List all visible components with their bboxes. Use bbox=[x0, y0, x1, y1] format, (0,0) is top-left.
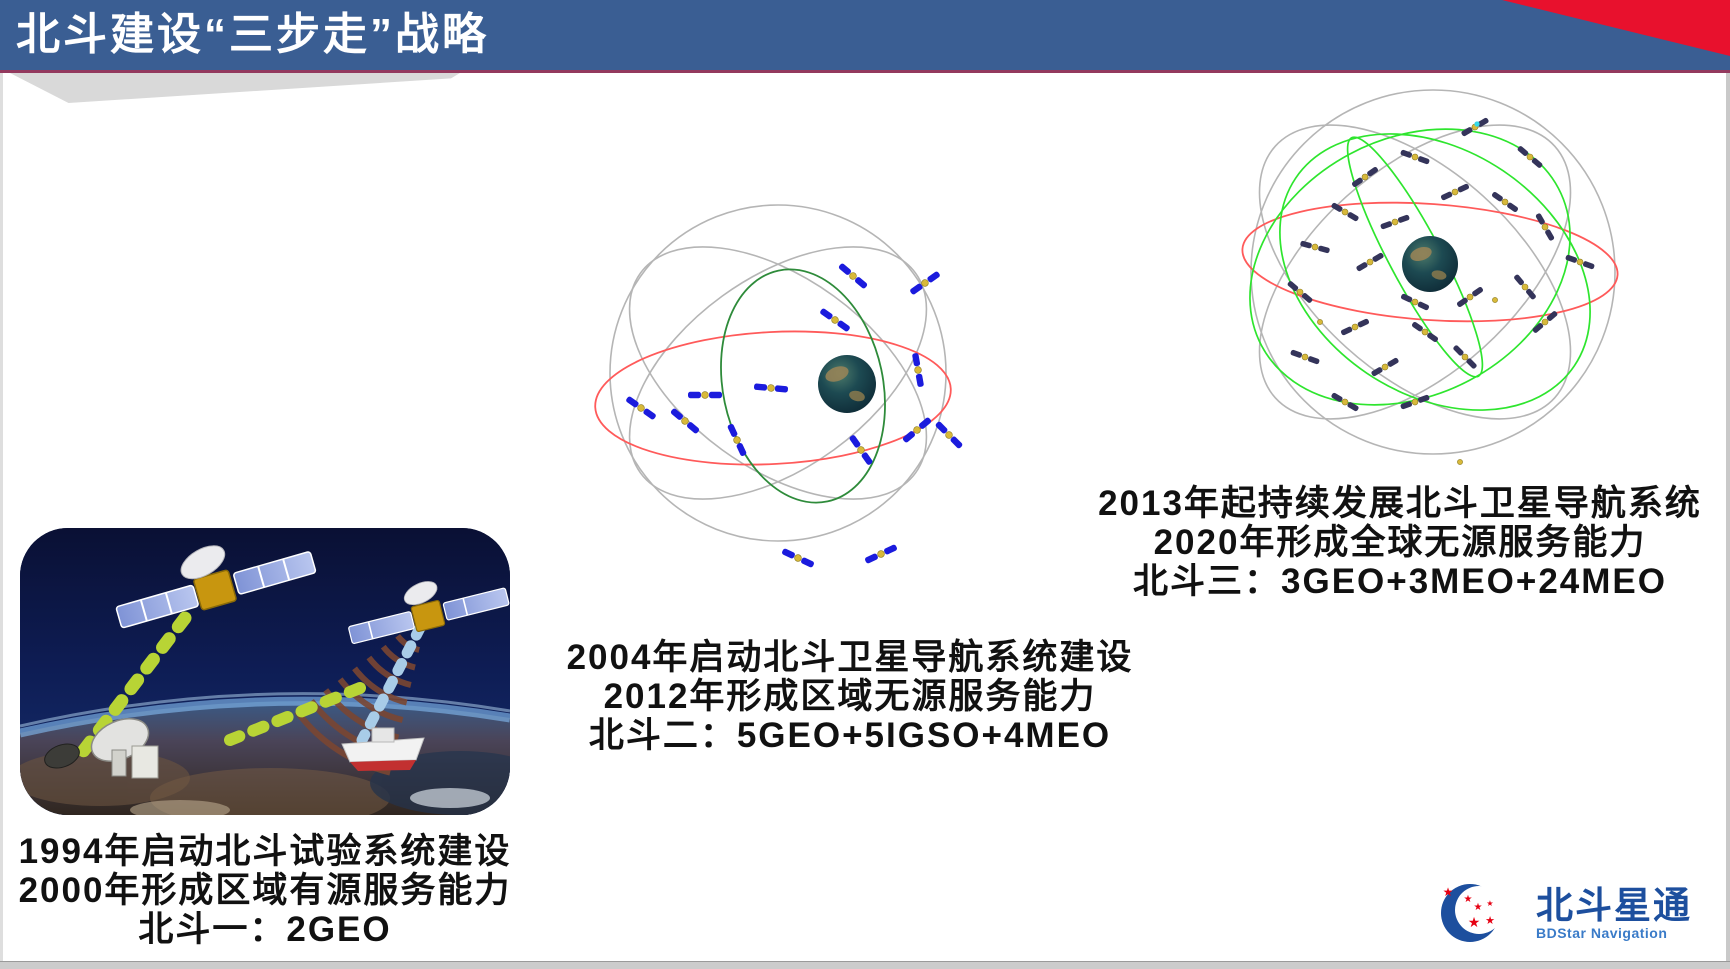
beidou2-satellites bbox=[624, 262, 964, 569]
svg-text:★: ★ bbox=[1443, 885, 1454, 899]
caption-line: 2020年形成全球无源服务能力 bbox=[1153, 523, 1647, 562]
satellite-illustration bbox=[348, 581, 510, 644]
caption-line: 北斗二：5GEO+5IGSO+4MEO bbox=[588, 716, 1112, 755]
satellite-illustration bbox=[115, 545, 317, 629]
header-shadow-shape bbox=[10, 73, 460, 103]
logo-subtitle: BDStar Navigation bbox=[1536, 925, 1668, 941]
beidou1-photo bbox=[20, 528, 510, 815]
earth-continents bbox=[825, 366, 865, 402]
ship bbox=[341, 727, 425, 771]
page-title: 北斗建设“三步走”战略 bbox=[16, 10, 489, 59]
caption-line: 2013年起持续发展北斗卫星导航系统 bbox=[1098, 484, 1702, 523]
slide-edge-right bbox=[1726, 73, 1730, 969]
slide-edge-left bbox=[0, 73, 3, 969]
step1-caption: 1994年启动北斗试验系统建设 2000年形成区域有源服务能力 北斗一：2GEO bbox=[15, 832, 515, 949]
caption-line: 2004年启动北斗卫星导航系统建设 bbox=[566, 638, 1134, 677]
logo-brand-name: 北斗星通 bbox=[1536, 885, 1692, 926]
ground-station bbox=[44, 718, 159, 779]
step2-caption: 2004年启动北斗卫星导航系统建设 2012年形成区域无源服务能力 北斗二：5G… bbox=[555, 638, 1145, 755]
svg-text:★: ★ bbox=[1486, 899, 1493, 908]
beidou3-satellites bbox=[1286, 116, 1596, 465]
svg-text:★: ★ bbox=[1474, 902, 1483, 913]
caption-line: 2012年形成区域无源服务能力 bbox=[603, 677, 1097, 716]
beidou3-orbits bbox=[1241, 89, 1619, 455]
bdstar-logo-icon: ★ ★ ★ ★ ★ ★ bbox=[1441, 884, 1503, 942]
svg-text:★: ★ bbox=[1485, 914, 1495, 927]
bdstar-logo: ★ ★ ★ ★ ★ ★ 北斗星通 BDStar Navigation bbox=[1438, 880, 1692, 948]
caption-line: 北斗一：2GEO bbox=[138, 910, 392, 949]
title-bar: 北斗建设“三步走”战略 bbox=[0, 0, 1730, 73]
beidou2-orbits bbox=[594, 204, 952, 542]
caption-line: 2000年形成区域有源服务能力 bbox=[18, 871, 512, 910]
beidou1-photo-figure bbox=[20, 528, 510, 815]
svg-text:★: ★ bbox=[1464, 894, 1473, 905]
earth-continents bbox=[1410, 246, 1447, 280]
svg-text:★: ★ bbox=[1468, 915, 1481, 931]
beidou3-constellation-figure bbox=[1241, 89, 1619, 465]
step3-caption: 2013年起持续发展北斗卫星导航系统 2020年形成全球无源服务能力 北斗三：3… bbox=[1080, 484, 1720, 601]
caption-line: 北斗三：3GEO+3MEO+24MEO bbox=[1133, 562, 1667, 601]
earth-globe bbox=[818, 355, 876, 413]
caption-line: 1994年启动北斗试验系统建设 bbox=[18, 832, 512, 871]
earth-globe bbox=[1402, 236, 1458, 292]
beidou2-constellation-figure bbox=[594, 204, 964, 569]
slide-edge-bottom bbox=[0, 961, 1730, 969]
